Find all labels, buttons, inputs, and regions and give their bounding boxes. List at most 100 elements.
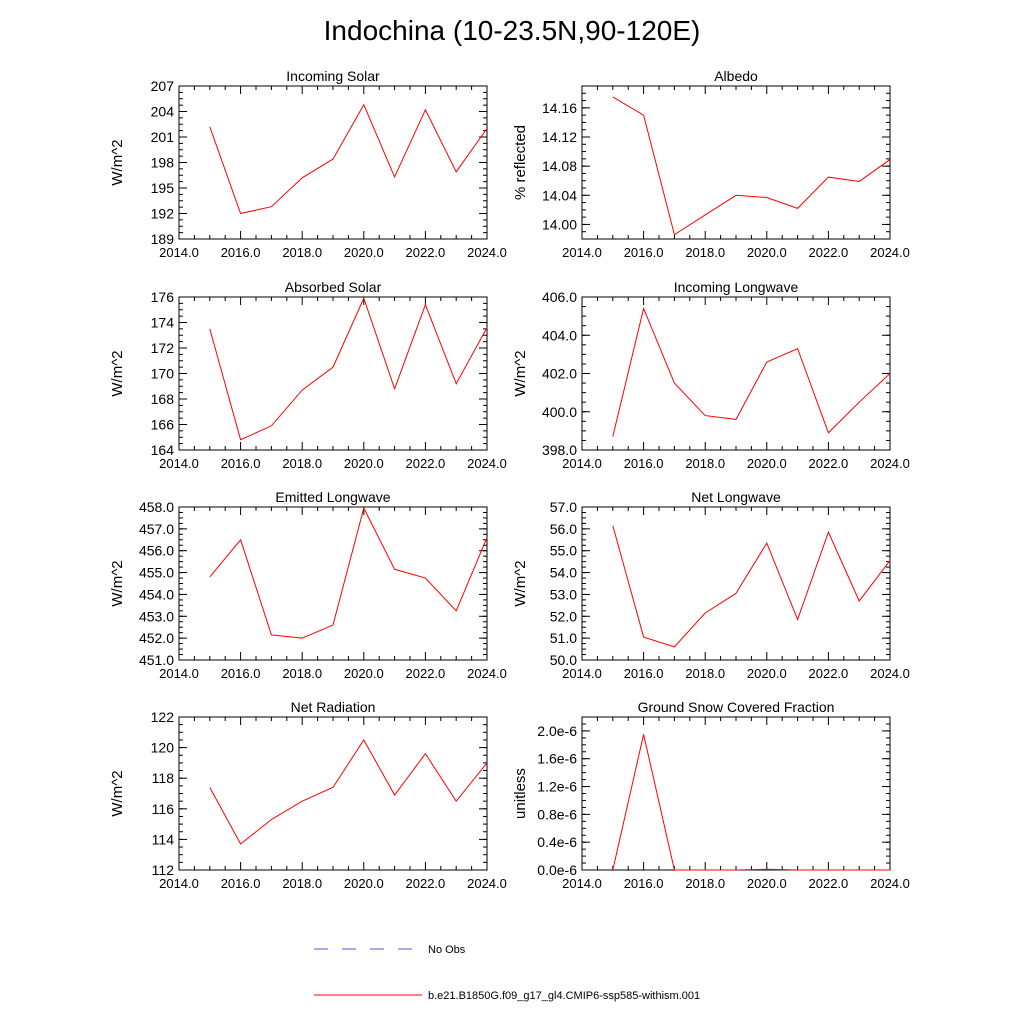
panel-albedo-ytick-label: 14.04	[542, 187, 577, 203]
legend-model-label: b.e21.B1850G.f09_g17_gl4.CMIP6-ssp585-wi…	[428, 990, 700, 1002]
panel-incoming-longwave-ytick-label: 406.0	[542, 289, 577, 305]
panel-net-longwave-xtick-label: 2014.0	[562, 666, 602, 681]
panel-absorbed-solar-xtick-label: 2024.0	[467, 456, 507, 471]
panel-ground-snow-covered-fraction-ytick-label: 0.8e-6	[537, 806, 577, 822]
panel-emitted-longwave-xtick-label: 2014.0	[159, 666, 199, 681]
panels: Incoming Solar W/m^2 2014.0 2016.0 2018.0 202…	[109, 68, 910, 891]
panel-incoming-longwave-ytick-label: 402.0	[542, 366, 577, 382]
panel-albedo-series-line	[612, 96, 891, 236]
panel-net-longwave-ylabel: W/m^2	[512, 560, 529, 606]
panel-net-longwave-ytick-label: 57.0	[550, 499, 577, 515]
panel-ground-snow-covered-fraction-xtick-label: 2014.0	[562, 876, 602, 891]
panel-ground-snow-covered-fraction-ytick-label: 1.6e-6	[537, 751, 577, 767]
panel-emitted-longwave-xtick-label: 2018.0	[282, 666, 322, 681]
panel-incoming-solar-ylabel: W/m^2	[109, 139, 126, 185]
panel-albedo-xtick-label: 2022.0	[809, 245, 849, 260]
panel-absorbed-solar-xtick-label: 2014.0	[159, 456, 199, 471]
panel-absorbed-solar-xtick-label: 2022.0	[406, 456, 446, 471]
panel-ground-snow-covered-fraction-ytick-label: 0.0e-6	[537, 862, 577, 878]
panel-net-longwave-ytick-label: 51.0	[550, 630, 577, 646]
panel-incoming-longwave-ytick-label: 398.0	[542, 442, 577, 458]
panel-ground-snow-covered-fraction-xtick-label: 2024.0	[870, 876, 910, 891]
panel-emitted-longwave-ylabel: W/m^2	[109, 560, 126, 606]
panel-absorbed-solar-ylabel: W/m^2	[109, 350, 126, 396]
panel-absorbed-solar: Absorbed Solar W/m^2 2014.0 2016.0 2018.0 202…	[109, 279, 507, 471]
panel-absorbed-solar-ytick-label: 164	[151, 442, 175, 458]
panel-absorbed-solar-frame	[178, 296, 488, 451]
panel-net-longwave-xtick-label: 2022.0	[809, 666, 849, 681]
panel-absorbed-solar-xtick-label: 2016.0	[221, 456, 261, 471]
panel-emitted-longwave-ytick-label: 452.0	[139, 630, 174, 646]
panel-albedo-frame	[581, 85, 891, 240]
panel-albedo-xtick-label: 2020.0	[747, 245, 787, 260]
panel-absorbed-solar-ytick-label: 170	[151, 366, 175, 382]
panel-incoming-longwave-xtick-label: 2024.0	[870, 456, 910, 471]
panel-net-longwave-title: Net Longwave	[691, 489, 781, 505]
panel-net-longwave-ytick-label: 54.0	[550, 565, 577, 581]
panel-emitted-longwave-ytick-label: 451.0	[139, 652, 174, 668]
panel-absorbed-solar-ytick-label: 166	[151, 417, 175, 433]
panel-net-radiation-title: Net Radiation	[291, 699, 376, 715]
panel-incoming-solar-ytick-label: 198	[151, 155, 175, 171]
panel-net-longwave-xtick-label: 2018.0	[685, 666, 725, 681]
panel-ground-snow-covered-fraction-xtick-label: 2016.0	[624, 876, 664, 891]
panel-net-radiation-ytick-label: 122	[151, 709, 175, 725]
panel-ground-snow-covered-fraction-xtick-label: 2020.0	[747, 876, 787, 891]
panel-albedo-xtick-label: 2018.0	[685, 245, 725, 260]
panel-incoming-longwave-ytick-label: 404.0	[542, 327, 577, 343]
panel-albedo-title: Albedo	[714, 68, 758, 84]
panel-emitted-longwave-xtick-label: 2022.0	[406, 666, 446, 681]
panel-net-radiation-ytick-label: 120	[151, 740, 175, 756]
panel-incoming-longwave-xtick-label: 2020.0	[747, 456, 787, 471]
figure-title: Indochina (10-23.5N,90-120E)	[324, 15, 701, 46]
panel-net-longwave-ytick-label: 52.0	[550, 608, 577, 624]
panel-albedo-ytick-label: 14.08	[542, 158, 577, 174]
panel-incoming-longwave-xtick-label: 2014.0	[562, 456, 602, 471]
panel-net-longwave: Net Longwave W/m^2 2014.0 2016.0 2018.0 2020.…	[512, 489, 910, 681]
panel-emitted-longwave-ytick-label: 453.0	[139, 608, 174, 624]
panel-ground-snow-covered-fraction-xtick-label: 2018.0	[685, 876, 725, 891]
panel-albedo-ytick-label: 14.12	[542, 129, 577, 145]
panel-emitted-longwave-xtick-label: 2016.0	[221, 666, 261, 681]
panel-emitted-longwave-frame	[178, 506, 488, 661]
panel-net-longwave-ytick-label: 53.0	[550, 586, 577, 602]
panel-albedo-ytick-label: 14.16	[542, 100, 577, 116]
panel-incoming-solar-ytick-label: 189	[151, 231, 175, 247]
panel-net-radiation-ylabel: W/m^2	[109, 770, 126, 816]
panel-net-radiation-ytick-label: 118	[152, 770, 175, 786]
panel-net-radiation-xtick-label: 2022.0	[406, 876, 446, 891]
panel-incoming-solar-xtick-label: 2016.0	[221, 245, 261, 260]
panel-net-longwave-xtick-label: 2024.0	[870, 666, 910, 681]
panel-absorbed-solar-ytick-label: 176	[151, 289, 175, 305]
panel-incoming-solar-series-line	[209, 103, 488, 215]
panel-absorbed-solar-series-line	[209, 296, 488, 441]
panel-net-radiation-ytick-label: 116	[152, 801, 175, 817]
panel-incoming-solar-ytick-label: 204	[151, 104, 175, 120]
panel-emitted-longwave: Emitted Longwave W/m^2 2014.0 2016.0 2018.0 2…	[109, 489, 507, 681]
panel-net-radiation-frame	[178, 716, 488, 871]
panel-incoming-solar-xtick-label: 2022.0	[406, 245, 446, 260]
panel-net-longwave-xtick-label: 2020.0	[747, 666, 787, 681]
panel-emitted-longwave-ytick-label: 458.0	[139, 499, 174, 515]
panel-absorbed-solar-title: Absorbed Solar	[285, 279, 382, 295]
panel-incoming-longwave-title: Incoming Longwave	[674, 279, 799, 295]
panel-incoming-longwave-xtick-label: 2018.0	[685, 456, 725, 471]
panel-incoming-solar-frame	[178, 85, 488, 240]
panel-absorbed-solar-xtick-label: 2018.0	[282, 456, 322, 471]
panel-net-longwave-ytick-label: 56.0	[550, 521, 577, 537]
panel-ground-snow-covered-fraction-series-line	[612, 734, 890, 871]
panel-incoming-solar-ytick-label: 207	[151, 78, 175, 94]
panel-absorbed-solar-xtick-label: 2020.0	[344, 456, 384, 471]
panel-incoming-longwave-series-line	[612, 306, 891, 437]
panel-incoming-solar: Incoming Solar W/m^2 2014.0 2016.0 2018.0 202…	[109, 68, 507, 260]
panel-ground-snow-covered-fraction-title: Ground Snow Covered Fraction	[638, 699, 835, 715]
panel-net-radiation: Net Radiation W/m^2 2014.0 2016.0 2018.0 2020…	[109, 699, 507, 891]
panel-albedo-xtick-label: 2016.0	[624, 245, 664, 260]
panel-incoming-longwave-ytick-label: 400.0	[542, 404, 577, 420]
panel-net-radiation-ytick-label: 114	[152, 831, 175, 847]
panel-incoming-solar-ytick-label: 201	[151, 129, 175, 145]
panel-ground-snow-covered-fraction-ylabel: unitless	[512, 768, 529, 819]
panel-incoming-solar-xtick-label: 2014.0	[159, 245, 199, 260]
panel-incoming-solar-xtick-label: 2024.0	[467, 245, 507, 260]
panel-albedo-xtick-label: 2014.0	[562, 245, 602, 260]
